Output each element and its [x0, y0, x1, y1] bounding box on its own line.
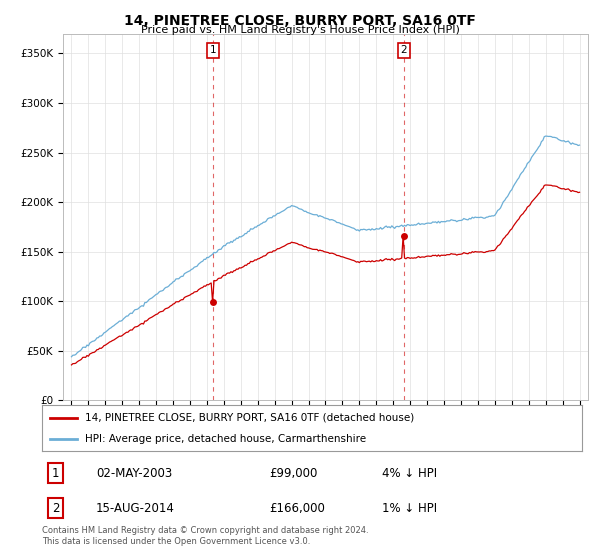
Text: £166,000: £166,000 — [269, 502, 325, 515]
Text: 2: 2 — [52, 502, 59, 515]
Text: HPI: Average price, detached house, Carmarthenshire: HPI: Average price, detached house, Carm… — [85, 435, 367, 444]
Text: Price paid vs. HM Land Registry's House Price Index (HPI): Price paid vs. HM Land Registry's House … — [140, 25, 460, 35]
Text: Contains HM Land Registry data © Crown copyright and database right 2024.
This d: Contains HM Land Registry data © Crown c… — [42, 526, 368, 546]
Text: 14, PINETREE CLOSE, BURRY PORT, SA16 0TF (detached house): 14, PINETREE CLOSE, BURRY PORT, SA16 0TF… — [85, 413, 415, 423]
Text: £99,000: £99,000 — [269, 466, 317, 480]
Text: 4% ↓ HPI: 4% ↓ HPI — [382, 466, 437, 480]
Text: 1% ↓ HPI: 1% ↓ HPI — [382, 502, 437, 515]
Text: 02-MAY-2003: 02-MAY-2003 — [96, 466, 172, 480]
Text: 14, PINETREE CLOSE, BURRY PORT, SA16 0TF: 14, PINETREE CLOSE, BURRY PORT, SA16 0TF — [124, 14, 476, 28]
Text: 1: 1 — [209, 45, 216, 55]
Text: 15-AUG-2014: 15-AUG-2014 — [96, 502, 175, 515]
Text: 1: 1 — [52, 466, 59, 480]
Text: 2: 2 — [400, 45, 407, 55]
